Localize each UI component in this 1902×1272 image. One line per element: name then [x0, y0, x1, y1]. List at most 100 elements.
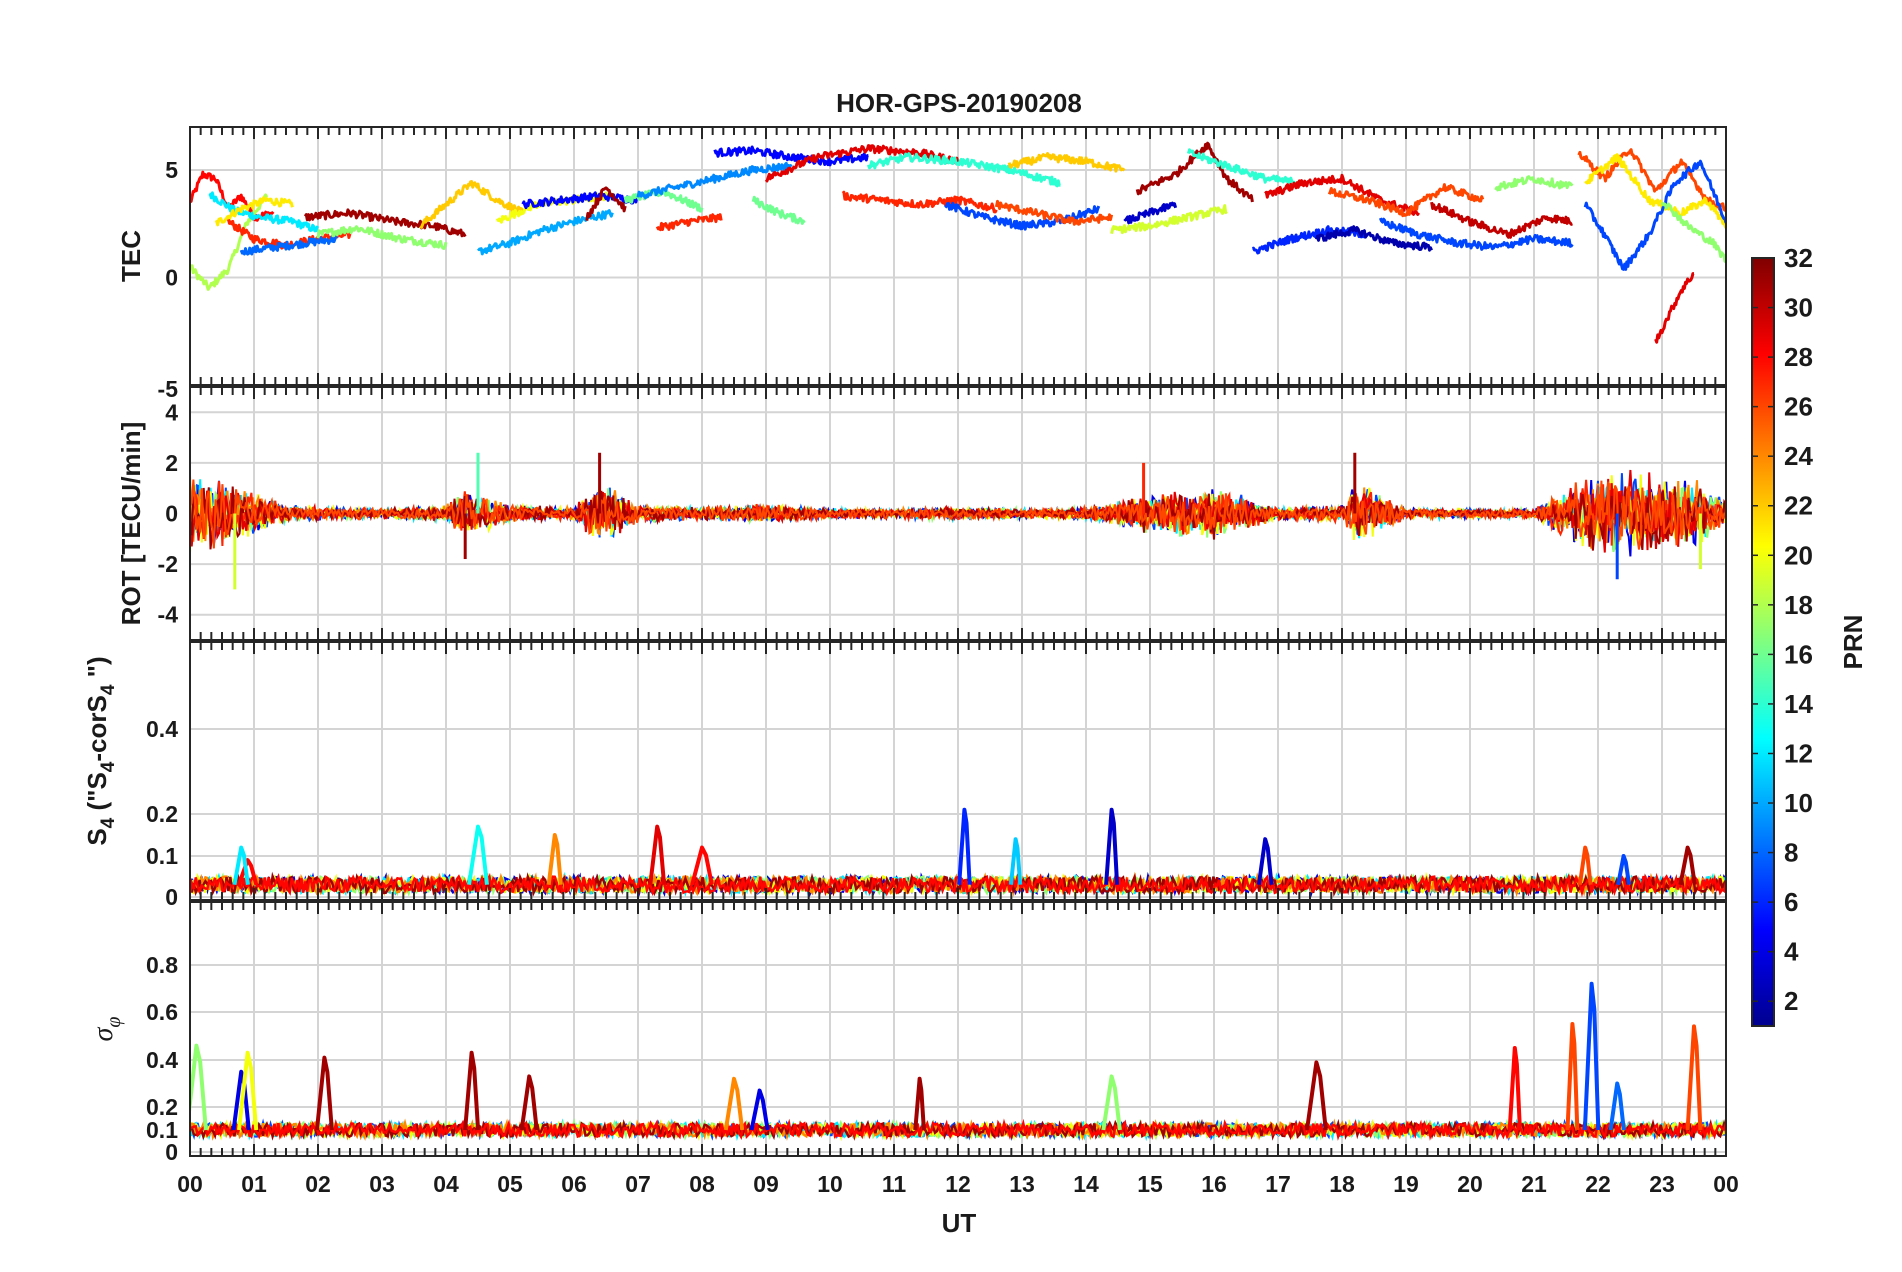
panel-tec: -5 0 5 TEC: [116, 126, 1727, 402]
y-tick-label: 0: [165, 1139, 178, 1165]
tec-series-line: [1264, 173, 1421, 216]
s4-event: [237, 858, 259, 886]
y-tick-label: 0.8: [146, 952, 178, 978]
colorbar-tick-label: 4: [1784, 937, 1799, 967]
x-tick-label: 20: [1457, 1171, 1483, 1197]
x-tick-label: 06: [561, 1171, 587, 1197]
colorbar-tick-label: 32: [1784, 243, 1813, 273]
x-tick-label: 17: [1265, 1171, 1291, 1197]
x-tick-label: 04: [433, 1171, 459, 1197]
tec-series-line: [1252, 225, 1369, 255]
tec-series-line: [316, 225, 448, 250]
sigma-event: [1305, 1060, 1328, 1131]
tec-series-line: [585, 186, 627, 221]
tec-series-line: [1007, 152, 1126, 173]
tec-series-line: [190, 193, 269, 291]
x-tick-label: 13: [1009, 1171, 1035, 1197]
tec-series-line: [636, 161, 793, 200]
x-tick-label: 10: [817, 1171, 843, 1197]
colorbar-tick-label: 30: [1784, 293, 1813, 323]
tec-series-line: [944, 201, 1101, 231]
tec-series-line: [1327, 183, 1485, 218]
colorbar-tick-label: 26: [1784, 392, 1813, 422]
y-tick-label: 0.4: [146, 716, 178, 742]
sigma-event: [1101, 1074, 1122, 1131]
x-tick-label: 08: [689, 1171, 715, 1197]
y-axis-label: ROT [TECU/min]: [116, 422, 146, 626]
tec-series-line: [751, 195, 806, 225]
x-axis: 00 01 02 03 04 05 06 07 08 09 10 11 12 13 14 15 16 17 18 19…: [177, 1171, 1739, 1197]
tec-series-line: [1494, 175, 1574, 192]
tec-series-line: [1110, 204, 1228, 235]
series-group: [190, 141, 1726, 344]
y-tick-label: -5: [158, 376, 179, 402]
x-tick-label: 00: [1713, 1171, 1739, 1197]
series-group: [190, 452, 1726, 590]
colorbar-tick-label: 8: [1784, 838, 1798, 868]
tec-series-line: [1186, 148, 1305, 187]
colorbar-tick-label: 16: [1784, 639, 1813, 669]
s4-event: [1577, 845, 1593, 885]
y-tick-label: 5: [165, 157, 178, 183]
tec-series-line: [303, 208, 467, 238]
s4-event: [1256, 837, 1274, 885]
s4-event: [1104, 807, 1120, 885]
y-axis-label-part: ("S: [82, 772, 112, 818]
x-tick-label: 14: [1073, 1171, 1099, 1197]
tec-series-line: [226, 219, 352, 250]
colorbar-tick-label: 24: [1784, 441, 1813, 471]
tec-series-line: [994, 199, 1114, 226]
s4-event: [648, 824, 667, 885]
colorbar-tick-label: 18: [1784, 590, 1813, 620]
y-axis-label: S4 ("S4-corS4 "): [82, 656, 119, 845]
y-axis-label: σφ: [88, 1017, 125, 1042]
tec-series-line: [713, 145, 869, 167]
tec-series-line: [1430, 201, 1573, 239]
x-tick-label: 16: [1201, 1171, 1227, 1197]
rot-series-line: [190, 479, 1726, 550]
colorbar-tick-label: 28: [1784, 342, 1813, 372]
y-axis-label: TEC: [116, 230, 146, 282]
s4-event: [690, 845, 714, 886]
sigma-event: [1565, 1022, 1580, 1131]
y-axis-label-part: "): [82, 656, 112, 684]
sigma-event: [190, 1043, 208, 1131]
colorbar-tick-label: 10: [1784, 788, 1813, 818]
y-axis-label-part: -corS: [82, 695, 112, 761]
x-tick-label: 19: [1393, 1171, 1419, 1197]
y-tick-label: 4: [165, 399, 178, 425]
y-axis-label-subscript: 4: [98, 817, 119, 828]
colorbar-tick-label: 12: [1784, 738, 1813, 768]
s4-event: [232, 845, 250, 886]
tec-series-line: [764, 144, 960, 183]
tec-series-line: [1314, 225, 1433, 252]
sigma-event: [1685, 1024, 1703, 1131]
y-tick-label: 0.2: [146, 1094, 178, 1120]
colorbar-tick-label: 6: [1784, 887, 1798, 917]
y-tick-label: -4: [158, 602, 179, 628]
x-tick-label: 00: [177, 1171, 203, 1197]
s4-event: [1616, 854, 1632, 886]
colorbar-tick-label: 22: [1784, 491, 1813, 521]
panel-rot: -4 -2 0 2 4 ROT [TECU/min]: [116, 386, 1727, 641]
x-tick-label: 05: [497, 1171, 523, 1197]
x-tick-label: 23: [1649, 1171, 1675, 1197]
y-tick-label: 0.4: [146, 1047, 178, 1073]
colorbar-bar: [1751, 257, 1775, 1027]
y-axis-label-subscript: 4: [98, 761, 119, 772]
x-tick-label: 03: [369, 1171, 395, 1197]
sigma-event: [1582, 981, 1601, 1131]
x-axis-label: UT: [942, 1208, 977, 1238]
tec-series-line: [521, 191, 640, 210]
tec-series-line: [239, 234, 338, 256]
y-tick-label: 0.2: [146, 801, 178, 827]
sigma-series-line: [190, 1118, 1726, 1141]
tec-series-line: [866, 152, 1061, 188]
sigma-event: [463, 1050, 481, 1131]
tec-series-line: [841, 190, 998, 214]
y-tick-label: 0: [165, 501, 178, 527]
sigma-event: [913, 1076, 926, 1131]
